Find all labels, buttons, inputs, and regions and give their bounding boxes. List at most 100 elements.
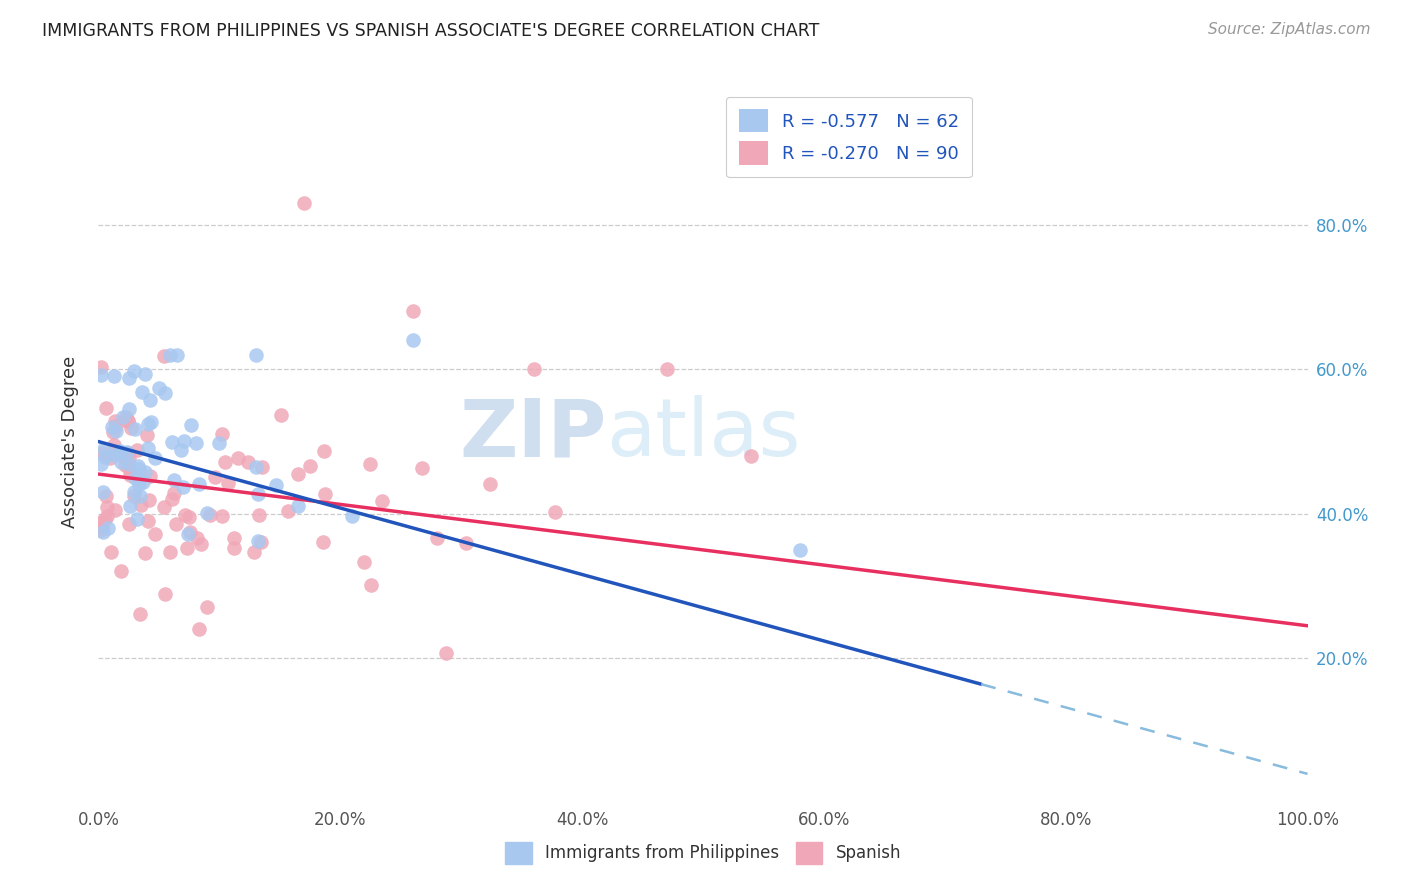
Point [117, 414, 139, 428]
Point [250, 459, 273, 474]
Point [153, 349, 176, 363]
Point [90, 515, 112, 529]
Point [136, 514, 159, 528]
Point [138, 492, 160, 507]
Point [122, 484, 145, 499]
Point [426, 531, 449, 545]
Point [371, 493, 394, 508]
Point [124, 471, 146, 485]
Point [120, 467, 142, 482]
Point [208, 436, 231, 450]
Point [118, 402, 141, 417]
Point [103, 448, 125, 462]
Point [110, 455, 132, 469]
Text: atlas: atlas [606, 395, 800, 474]
Point [118, 516, 141, 531]
Point [115, 409, 138, 424]
Point [217, 475, 239, 490]
Point [94, 450, 117, 464]
Point [96, 500, 118, 515]
Point [353, 555, 375, 569]
Point [222, 541, 245, 556]
Point [90, 359, 112, 374]
Point [180, 417, 202, 432]
Point [172, 480, 194, 494]
Point [104, 414, 127, 428]
Point [245, 348, 267, 362]
Point [91, 446, 114, 460]
Point [120, 421, 142, 435]
Point [132, 475, 155, 489]
Legend: Immigrants from Philippines, Spanish: Immigrants from Philippines, Spanish [498, 836, 908, 871]
Point [114, 458, 136, 472]
Point [134, 368, 156, 382]
Point [136, 417, 159, 432]
Point [173, 434, 195, 449]
Point [103, 502, 125, 516]
Point [226, 450, 249, 465]
Point [128, 462, 150, 476]
Point [176, 541, 198, 555]
Point [129, 498, 152, 512]
Point [131, 385, 153, 400]
Point [103, 438, 125, 452]
Point [163, 485, 186, 500]
Point [402, 334, 425, 348]
Point [118, 371, 141, 385]
Point [188, 622, 211, 636]
Point [135, 428, 157, 442]
Point [90, 457, 112, 471]
Point [177, 510, 200, 524]
Point [165, 516, 187, 531]
Point [411, 460, 433, 475]
Point [129, 607, 152, 621]
Point [118, 461, 141, 475]
Point [160, 435, 183, 450]
Point [166, 348, 188, 362]
Point [198, 508, 221, 522]
Point [120, 500, 142, 514]
Point [163, 473, 186, 487]
Point [93, 442, 115, 457]
Point [314, 487, 336, 501]
Point [94, 512, 117, 526]
Point [117, 414, 139, 428]
Point [287, 467, 309, 481]
Point [478, 476, 501, 491]
Point [104, 424, 127, 438]
Point [108, 444, 131, 458]
Point [270, 409, 292, 423]
Point [292, 196, 315, 211]
Point [789, 542, 811, 557]
Point [128, 477, 150, 491]
Point [118, 457, 141, 471]
Point [159, 545, 181, 559]
Point [125, 443, 148, 458]
Point [211, 508, 233, 523]
Point [246, 487, 269, 501]
Point [360, 578, 382, 592]
Point [523, 362, 546, 376]
Point [179, 525, 201, 540]
Point [134, 546, 156, 560]
Point [139, 468, 162, 483]
Point [195, 506, 218, 520]
Point [454, 536, 477, 550]
Point [544, 505, 567, 519]
Point [94, 489, 117, 503]
Point [243, 545, 266, 559]
Point [342, 508, 364, 523]
Point [96, 508, 118, 523]
Point [110, 565, 132, 579]
Text: IMMIGRANTS FROM PHILIPPINES VS SPANISH ASSOCIATE'S DEGREE CORRELATION CHART: IMMIGRANTS FROM PHILIPPINES VS SPANISH A… [42, 22, 820, 40]
Point [117, 446, 139, 460]
Point [299, 459, 322, 474]
Point [359, 457, 381, 471]
Point [311, 534, 333, 549]
Point [184, 435, 207, 450]
Point [143, 450, 166, 465]
Point [111, 449, 134, 463]
Point [112, 409, 135, 424]
Point [434, 646, 457, 660]
Point [250, 535, 273, 549]
